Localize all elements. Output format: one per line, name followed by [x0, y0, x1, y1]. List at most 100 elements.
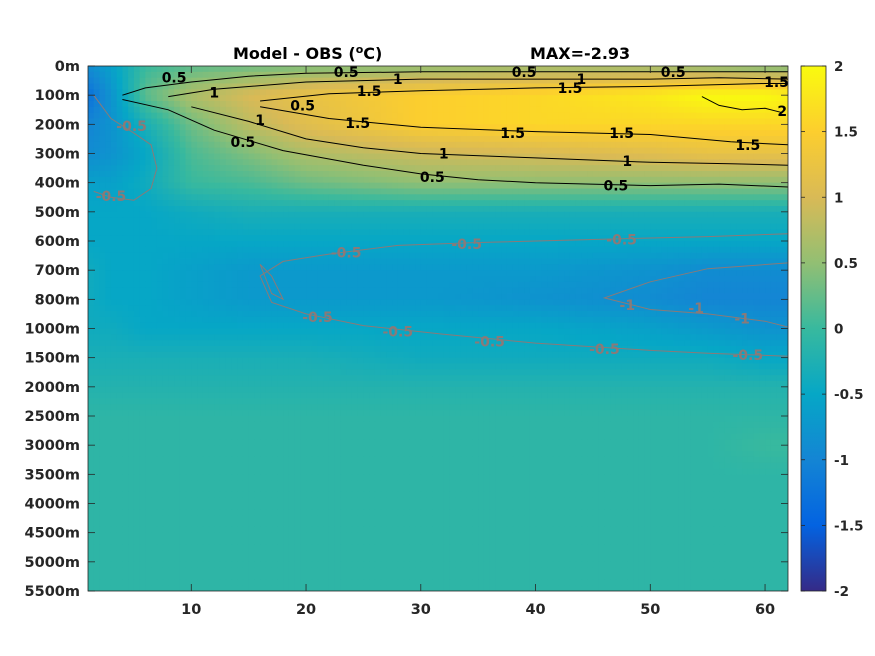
- heatmap-cell: [397, 270, 405, 277]
- heatmap-cell: [156, 276, 164, 283]
- heatmap-cell: [139, 206, 146, 213]
- heatmap-cell: [633, 229, 640, 236]
- heatmap-cell: [719, 293, 726, 300]
- heatmap-cell: [667, 200, 674, 207]
- heatmap-cell: [392, 281, 399, 289]
- heatmap-cell: [397, 223, 405, 230]
- heatmap-cell: [667, 235, 674, 242]
- heatmap-cell: [707, 258, 715, 265]
- heatmap-cell: [478, 276, 485, 283]
- heatmap-cell: [214, 89, 221, 96]
- heatmap-cell: [162, 182, 169, 190]
- heatmap-cell: [214, 182, 221, 190]
- heatmap-cell: [185, 71, 192, 79]
- heatmap-cell: [443, 182, 451, 190]
- heatmap-cell: [386, 182, 393, 190]
- heatmap-cell: [627, 89, 634, 96]
- heatmap-cell: [374, 246, 382, 254]
- heatmap-cell: [174, 101, 181, 108]
- heatmap-cell: [317, 235, 324, 242]
- heatmap-cell: [736, 141, 743, 149]
- heatmap-cell: [449, 182, 456, 190]
- heatmap-cell: [569, 101, 577, 108]
- heatmap-cell: [696, 217, 703, 225]
- heatmap-cell: [615, 206, 623, 213]
- heatmap-cell: [133, 211, 141, 219]
- heatmap-cell: [684, 77, 692, 85]
- heatmap-cell: [506, 235, 514, 242]
- heatmap-cell: [271, 246, 278, 254]
- heatmap-cell: [438, 71, 445, 79]
- heatmap-cell: [684, 182, 692, 190]
- heatmap-cell: [397, 229, 405, 236]
- heatmap-cell: [650, 66, 657, 73]
- heatmap-cell: [501, 276, 508, 283]
- heatmap-cell: [168, 200, 175, 207]
- heatmap-cell: [99, 153, 106, 160]
- heatmap-cell: [443, 112, 451, 120]
- heatmap-cell: [133, 95, 141, 102]
- heatmap-cell: [633, 101, 640, 108]
- heatmap-cell: [627, 136, 634, 143]
- heatmap-cell: [306, 89, 313, 96]
- heatmap-cell: [742, 246, 749, 254]
- heatmap-cell: [386, 281, 393, 289]
- heatmap-cell: [736, 211, 743, 219]
- heatmap-cell: [99, 299, 106, 306]
- heatmap-cell: [673, 194, 680, 201]
- heatmap-cell: [283, 101, 290, 108]
- heatmap-cell: [598, 141, 605, 149]
- heatmap-cell: [105, 206, 112, 213]
- heatmap-cell: [759, 270, 766, 277]
- heatmap-cell: [541, 211, 548, 219]
- heatmap-cell: [288, 264, 296, 271]
- heatmap-cell: [208, 141, 215, 149]
- heatmap-cell: [323, 299, 330, 306]
- heatmap-cell: [185, 136, 192, 143]
- heatmap-cell: [208, 147, 215, 155]
- heatmap-cell: [449, 130, 456, 137]
- heatmap-cell: [174, 258, 181, 265]
- heatmap-cell: [524, 141, 531, 149]
- heatmap-cell: [334, 106, 342, 114]
- heatmap-cell: [438, 200, 445, 207]
- heatmap-cell: [610, 258, 617, 265]
- heatmap-cell: [340, 182, 347, 190]
- heatmap-cell: [483, 95, 491, 102]
- heatmap-cell: [128, 176, 135, 184]
- heatmap-cell: [667, 223, 674, 230]
- heatmap-cell: [133, 281, 141, 289]
- heatmap-cell: [386, 71, 393, 79]
- heatmap-cell: [455, 153, 462, 160]
- heatmap-cell: [644, 130, 651, 137]
- heatmap-cell: [122, 293, 129, 300]
- heatmap-cell: [168, 176, 175, 184]
- heatmap-cell: [552, 270, 560, 277]
- heatmap-cell: [690, 95, 697, 102]
- heatmap-cell: [426, 165, 433, 172]
- heatmap-cell: [770, 130, 778, 137]
- heatmap-cell: [145, 270, 152, 277]
- heatmap-cell: [684, 299, 692, 306]
- heatmap-cell: [185, 276, 192, 283]
- heatmap-cell: [742, 171, 749, 178]
- heatmap-cell: [627, 194, 634, 201]
- heatmap-cell: [753, 258, 760, 265]
- heatmap-cell: [197, 287, 204, 295]
- heatmap-cell: [621, 147, 628, 155]
- heatmap-cell: [346, 287, 353, 295]
- heatmap-cell: [564, 223, 571, 230]
- heatmap-cell: [650, 287, 657, 295]
- heatmap-cell: [346, 264, 353, 271]
- heatmap-cell: [191, 270, 198, 277]
- heatmap-cell: [656, 118, 663, 125]
- heatmap-cell: [306, 281, 313, 289]
- heatmap-cell: [696, 287, 703, 295]
- heatmap-cell: [460, 171, 468, 178]
- heatmap-cell: [529, 176, 537, 184]
- heatmap-cell: [162, 106, 169, 114]
- heatmap-cell: [564, 71, 571, 79]
- heatmap-cell: [782, 206, 788, 213]
- heatmap-cell: [776, 71, 783, 79]
- heatmap-cell: [351, 101, 359, 108]
